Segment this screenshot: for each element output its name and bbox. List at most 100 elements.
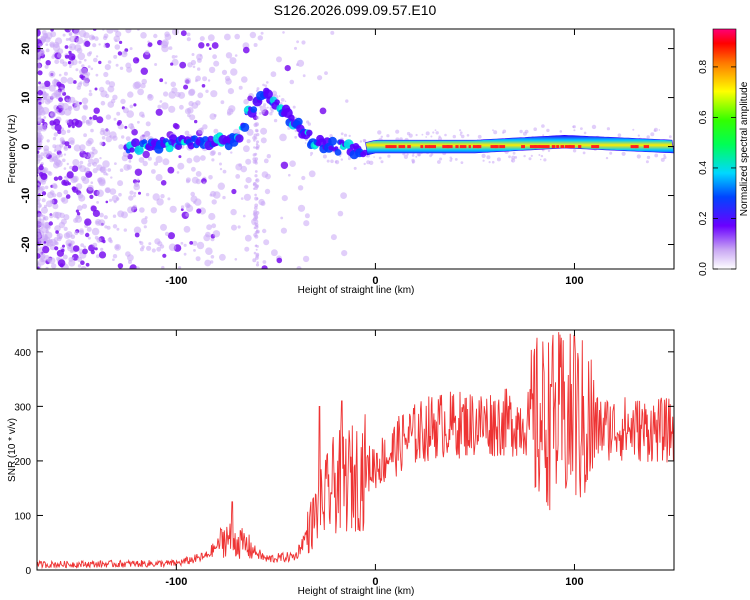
noise-blob <box>380 160 384 164</box>
ridge-hotspot <box>529 145 537 149</box>
ridge-hotspot <box>455 145 459 149</box>
noise-blob <box>57 48 64 55</box>
noise-blob <box>253 182 257 186</box>
noise-blob <box>171 58 179 66</box>
ridge-hotspot <box>389 145 397 149</box>
noise-blob <box>161 102 169 110</box>
noise-blob <box>660 157 665 162</box>
noise-blob <box>164 231 170 236</box>
noise-blob <box>308 170 316 178</box>
noise-blob <box>134 232 140 238</box>
noise-blob <box>260 127 268 135</box>
snr-ticks: -100 0 100 0 100 200 300 400 <box>14 330 674 588</box>
noise-blob <box>380 135 383 138</box>
noise-blob <box>254 234 259 239</box>
noise-blob <box>348 155 350 158</box>
noise-blob <box>135 266 140 269</box>
noise-blob <box>137 120 140 124</box>
noise-blob <box>294 135 298 139</box>
noise-blob <box>330 159 334 164</box>
noise-blob <box>222 169 227 174</box>
noise-blob <box>168 91 176 99</box>
noise-blob <box>219 253 226 261</box>
noise-blob <box>170 81 177 88</box>
noise-blob <box>280 98 285 102</box>
noise-blob <box>208 175 213 180</box>
noise-blob <box>329 134 333 138</box>
noise-blob <box>107 101 115 108</box>
noise-blob <box>491 160 495 164</box>
noise-blob <box>194 119 198 124</box>
noise-blob <box>253 139 256 142</box>
noise-blob <box>79 165 87 173</box>
noise-blob <box>208 212 216 221</box>
noise-blob <box>37 253 41 259</box>
noise-blob <box>113 117 117 121</box>
snr-series-line <box>37 332 674 570</box>
noise-blob <box>68 61 72 65</box>
noise-blob <box>140 32 147 39</box>
noise-blob <box>319 107 327 115</box>
noise-blob <box>112 254 118 259</box>
noise-blob <box>148 242 152 246</box>
spectrogram-xlabel: Height of straight line (km) <box>298 285 415 296</box>
noise-blob <box>102 160 110 168</box>
ridge-blob <box>235 134 244 143</box>
noise-blob <box>282 31 285 34</box>
noise-blob <box>117 180 124 187</box>
x-tick-label: -100 <box>165 576 187 588</box>
noise-blob <box>113 54 118 59</box>
noise-blob <box>591 124 597 130</box>
noise-blob <box>542 134 545 137</box>
noise-blob <box>79 101 82 105</box>
noise-blob <box>466 134 470 137</box>
noise-blob <box>496 157 501 162</box>
noise-blob <box>262 260 267 264</box>
noise-blob <box>110 176 113 179</box>
noise-blob <box>74 230 79 236</box>
noise-blob <box>217 182 225 190</box>
noise-blob <box>116 227 120 231</box>
noise-blob <box>65 38 69 41</box>
noise-blob <box>60 110 66 116</box>
noise-blob <box>129 47 133 51</box>
noise-blob <box>39 222 44 227</box>
noise-blob <box>54 225 61 232</box>
noise-blob <box>103 71 109 78</box>
noise-blob <box>129 104 134 109</box>
noise-blob <box>348 134 351 138</box>
noise-blob <box>86 226 92 232</box>
noise-blob <box>155 108 163 116</box>
noise-blob <box>86 156 90 159</box>
noise-blob <box>258 112 262 115</box>
noise-blob <box>256 140 259 144</box>
noise-blob <box>81 64 85 68</box>
noise-blob <box>262 83 265 87</box>
noise-blob <box>435 131 439 135</box>
noise-blob <box>84 218 92 226</box>
noise-blob <box>280 227 287 234</box>
ridge-blob <box>187 142 195 150</box>
noise-blob <box>108 198 113 202</box>
noise-blob <box>83 105 89 111</box>
noise-blob <box>207 79 211 82</box>
noise-blob <box>123 228 128 232</box>
noise-blob <box>117 51 123 56</box>
noise-blob <box>114 162 117 166</box>
noise-blob <box>41 198 46 203</box>
noise-blob <box>138 157 145 163</box>
noise-blob <box>195 256 201 262</box>
noise-blob <box>255 244 258 247</box>
noise-blob <box>171 29 179 36</box>
noise-blob <box>459 133 462 136</box>
noise-blob <box>170 62 174 66</box>
noise-blob <box>508 155 511 159</box>
noise-blob <box>105 80 110 85</box>
noise-blob <box>227 88 234 95</box>
noise-blob <box>54 144 62 152</box>
noise-blob <box>82 248 88 255</box>
noise-blob <box>543 158 547 162</box>
noise-blob <box>263 158 269 164</box>
noise-blob <box>139 247 144 252</box>
ridge-blob <box>274 99 280 105</box>
